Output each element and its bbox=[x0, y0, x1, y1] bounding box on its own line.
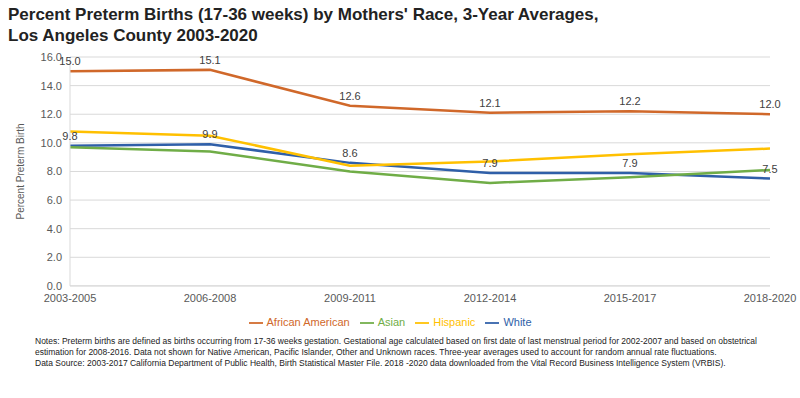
html-text:Hispanic: Hispanic bbox=[433, 315, 476, 328]
html-text:White: White bbox=[503, 315, 532, 328]
svg-text:9.8: 9.8 bbox=[62, 130, 77, 142]
svg-text:12.0: 12.0 bbox=[41, 108, 62, 120]
svg-text:15.0: 15.0 bbox=[59, 55, 80, 67]
svg-text:8.6: 8.6 bbox=[342, 147, 357, 159]
svg-text:0.0: 0.0 bbox=[47, 280, 62, 292]
svg-text:12.2: 12.2 bbox=[619, 95, 640, 107]
html-text:Asian: Asian bbox=[377, 315, 406, 328]
svg-text:12.6: 12.6 bbox=[339, 90, 360, 102]
svg-text:2018-2020: 2018-2020 bbox=[744, 292, 792, 304]
svg-text:12.1: 12.1 bbox=[479, 97, 500, 109]
svg-text:6.0: 6.0 bbox=[47, 194, 62, 206]
svg-text:9.9: 9.9 bbox=[202, 128, 217, 140]
svg-text:8.0: 8.0 bbox=[47, 165, 62, 177]
svg-text:2012-2014: 2012-2014 bbox=[464, 292, 517, 304]
svg-text:2015-2017: 2015-2017 bbox=[604, 292, 657, 304]
svg-text:16.0: 16.0 bbox=[40, 50, 62, 63]
svg-text:10.0: 10.0 bbox=[41, 137, 62, 149]
html-text:Percent Preterm Births (17-36: Percent Preterm Births (17-36 weeks) by … bbox=[8, 5, 599, 24]
html-text:African American: African American bbox=[266, 315, 350, 328]
svg-text:2006-2008: 2006-2008 bbox=[184, 292, 237, 304]
svg-text:7.9: 7.9 bbox=[622, 157, 637, 169]
html-text:Data Source: 2003-2017 Califor: Data Source: 2003-2017 California Depart… bbox=[35, 358, 726, 368]
svg-text:Percent Preterm Birth: Percent Preterm Birth bbox=[15, 123, 26, 219]
svg-text:2.0: 2.0 bbox=[47, 251, 62, 263]
html-text:Notes: Preterm births are defi: Notes: Preterm births are defined as bir… bbox=[35, 336, 757, 357]
svg-text:15.1: 15.1 bbox=[199, 54, 220, 66]
svg-text:2003-2005: 2003-2005 bbox=[44, 292, 97, 304]
svg-text:12.0: 12.0 bbox=[759, 98, 780, 110]
html-text:Los Angeles County 2003-2020: Los Angeles County 2003-2020 bbox=[8, 26, 258, 45]
svg-text:4.0: 4.0 bbox=[47, 223, 62, 235]
svg-text:7.5: 7.5 bbox=[762, 163, 777, 175]
svg-text:7.9: 7.9 bbox=[482, 157, 497, 169]
svg-text:2009-2011: 2009-2011 bbox=[324, 292, 376, 304]
svg-text:14.0: 14.0 bbox=[41, 80, 62, 92]
